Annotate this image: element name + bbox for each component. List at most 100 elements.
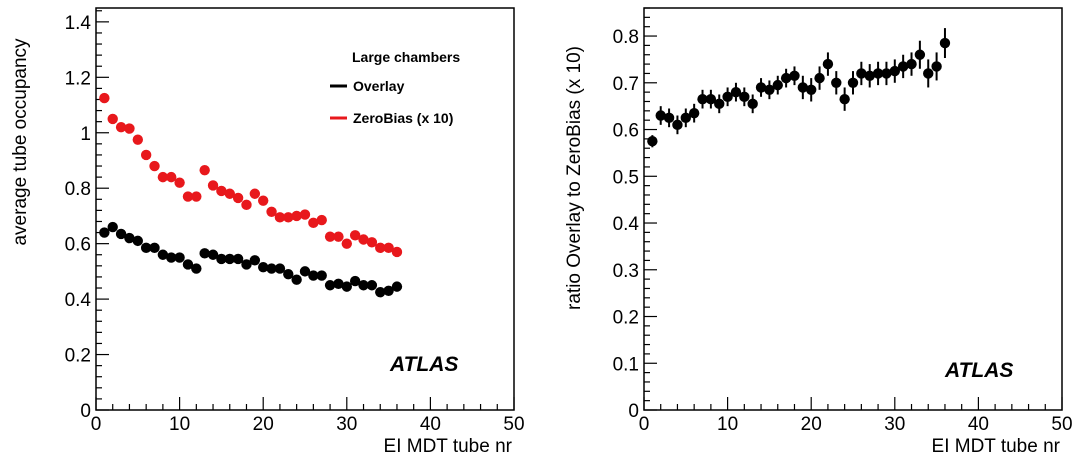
y-tick-label: 0.3	[613, 261, 639, 282]
data-point-series-0	[939, 37, 951, 49]
data-point-series-1	[216, 185, 227, 197]
x-ticks: 0 10 20 30 40 50	[91, 397, 525, 435]
y-tick-label: 0.2	[65, 346, 91, 367]
data-point-series-1	[266, 206, 277, 217]
data-point-series-0	[349, 275, 361, 287]
y-tick-label: 0.4	[613, 214, 640, 235]
data-point-series-1	[283, 212, 294, 223]
x-tick-label: 10	[717, 414, 738, 435]
data-point-series-1	[341, 238, 352, 249]
data-point-series-0	[274, 263, 286, 274]
data-point-series-1	[274, 212, 286, 223]
y-tick-label: 1.4	[65, 13, 92, 34]
data-point-series-0	[872, 68, 884, 79]
data-point-series-0	[856, 68, 867, 79]
x-tick-label: 0	[91, 414, 102, 435]
data-point-series-0	[283, 268, 294, 280]
data-point-series-0	[797, 82, 809, 93]
y-tick-label: 0.1	[613, 354, 639, 375]
data-point-series-0	[232, 253, 244, 265]
data-point-series-0	[906, 58, 917, 70]
data-point-series-0	[789, 70, 800, 81]
x-tick-label: 20	[253, 414, 274, 435]
y-tick-label: 0.7	[613, 74, 639, 95]
y-tick-label: 1.2	[65, 68, 91, 89]
data-point-series-1	[166, 171, 177, 183]
x-axis-title: EI MDT tube nr	[932, 436, 1061, 457]
data-point-series-0	[714, 98, 725, 110]
data-point-series-0	[764, 84, 775, 96]
data-point-series-0	[931, 61, 942, 72]
data-point-series-0	[358, 280, 369, 291]
data-point-series-1	[299, 209, 311, 220]
chart-occupancy: 0 10 20 30 40 50 0 0.2 0.4 0.6 0.8 1 1.2 1.4 EI MDT …	[10, 7, 525, 457]
data-point-series-0	[216, 253, 227, 265]
data-point-series-0	[174, 252, 185, 263]
data-point-series-0	[806, 84, 817, 96]
y-tick-label: 0.5	[613, 167, 639, 188]
x-tick-label: 30	[884, 414, 905, 435]
data-point-series-0	[166, 252, 177, 263]
data-point-series-0	[680, 112, 691, 124]
data-point-series-0	[341, 281, 352, 292]
x-tick-label: 40	[968, 414, 989, 435]
y-tick-label: 0.4	[65, 290, 92, 311]
data-point-series-1	[349, 230, 361, 241]
data-point-series-0	[772, 79, 783, 91]
x-tick-label: 50	[503, 414, 524, 435]
data-point-series-1	[232, 192, 244, 204]
data-points	[647, 28, 951, 148]
data-point-series-1	[107, 113, 118, 125]
data-point-series-0	[191, 263, 202, 274]
data-point-series-1	[333, 231, 344, 242]
data-point-series-0	[822, 58, 834, 70]
data-point-series-1	[316, 214, 327, 226]
data-point-series-0	[923, 68, 934, 79]
data-point-series-0	[375, 286, 386, 298]
data-point-series-0	[308, 270, 319, 281]
data-point-series-0	[864, 70, 875, 81]
y-tick-label: 0.6	[613, 121, 639, 142]
data-point-series-0	[688, 107, 700, 119]
data-point-series-0	[291, 274, 302, 285]
data-point-series-0	[391, 281, 403, 292]
x-tick-label: 30	[336, 414, 357, 435]
x-axis-title: EI MDT tube nr	[384, 436, 513, 457]
data-point-series-0	[249, 255, 261, 266]
y-ticks: 0 0.2 0.4 0.6 0.8 1 1.2 1.4	[65, 10, 109, 422]
data-point-series-0	[889, 65, 900, 77]
data-point-series-1	[249, 188, 261, 199]
data-point-series-1	[115, 122, 127, 133]
atlas-label: ATLAS	[389, 353, 458, 376]
data-point-series-1	[383, 242, 394, 254]
data-point-series-0	[705, 93, 717, 105]
data-point-series-0	[739, 91, 750, 103]
plot-frame	[95, 7, 515, 411]
data-point-series-0	[258, 262, 269, 273]
legend-title: Large chambers	[352, 49, 460, 65]
data-point-series-1	[157, 171, 169, 183]
data-point-series-0	[383, 285, 394, 296]
data-point-series-1	[207, 180, 219, 191]
data-point-series-1	[258, 195, 269, 206]
data-point-series-1	[375, 242, 386, 254]
data-point-series-1	[366, 237, 378, 248]
y-tick-label: 0.6	[65, 235, 91, 256]
data-point-series-0	[881, 68, 892, 79]
data-point-series-0	[157, 249, 169, 260]
data-point-series-0	[897, 61, 909, 72]
legend: Large chambers Overlay ZeroBias (x 10)	[330, 49, 460, 126]
data-point-series-1	[291, 210, 302, 222]
y-tick-label: 1	[80, 124, 91, 145]
data-point-series-0	[182, 259, 194, 270]
data-point-series-0	[199, 248, 210, 259]
data-point-series-0	[780, 72, 792, 84]
data-point-series-1	[308, 217, 319, 229]
data-point-series-0	[914, 49, 926, 60]
data-point-series-1	[391, 246, 403, 258]
data-point-series-0	[697, 93, 708, 105]
data-point-series-1	[358, 234, 369, 245]
data-point-series-0	[655, 110, 666, 121]
y-axis-title: average tube occupancy	[10, 38, 31, 246]
